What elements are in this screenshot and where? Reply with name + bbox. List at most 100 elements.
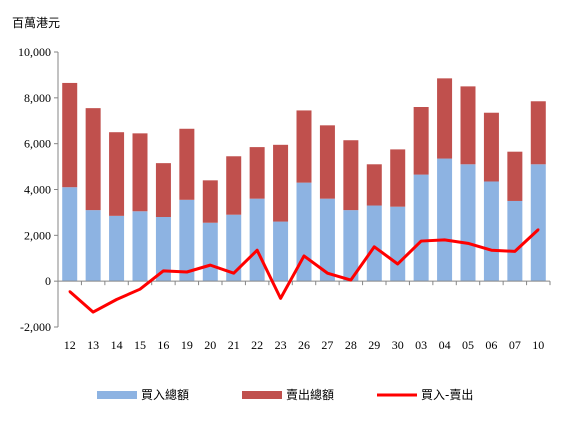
y-tick-label: 10,000 xyxy=(18,45,51,59)
x-tick-label: 19 xyxy=(181,338,193,352)
net-line-point xyxy=(279,297,282,300)
net-line-point xyxy=(138,287,142,291)
bar-sell-total xyxy=(507,151,523,201)
y-tick-labels: -2,000 0 2,000 4,000 6,000 8,000 10,000 xyxy=(18,45,51,334)
legend-label: 買入-賣出 xyxy=(421,387,473,402)
net-line-point xyxy=(209,263,212,267)
net-line-point xyxy=(349,278,353,282)
net-line-point xyxy=(490,249,493,252)
bar-buy-total xyxy=(85,210,101,282)
bar-buy-total xyxy=(366,205,382,282)
bar-sell-total xyxy=(155,163,171,217)
legend-label: 買入總額 xyxy=(141,387,189,402)
net-line-point xyxy=(302,254,306,258)
bar-buy-total xyxy=(460,164,476,282)
x-tick-label: 07 xyxy=(509,338,521,352)
bar-sell-total xyxy=(226,156,242,215)
bar-buy-total xyxy=(132,211,148,282)
x-tick-label: 23 xyxy=(275,338,287,352)
x-tick-label: 16 xyxy=(157,338,169,352)
bar-buy-total xyxy=(226,214,242,282)
bar-sell-total xyxy=(202,180,218,223)
bar-sell-total xyxy=(249,147,265,199)
bar-buy-total xyxy=(155,217,171,282)
x-tick-label: 30 xyxy=(392,338,404,352)
bar-buy-total xyxy=(296,182,312,282)
net-line-point xyxy=(115,298,118,301)
x-tick-label: 21 xyxy=(228,338,240,352)
net-line-point xyxy=(326,271,329,275)
x-tick-label: 28 xyxy=(345,338,357,352)
bar-buy-total xyxy=(179,199,195,282)
y-axis-unit-label: 百萬港元 xyxy=(12,16,60,30)
x-tick-label: 29 xyxy=(368,338,380,352)
y-tick-label: 0 xyxy=(45,274,51,288)
bar-buy-total xyxy=(202,222,218,282)
x-tick-label: 27 xyxy=(321,338,333,352)
bar-sell-total xyxy=(460,86,476,165)
legend-swatch xyxy=(242,391,282,399)
bar-buy-total xyxy=(507,200,523,282)
x-tick-labels: 12 13 14 15 16 19 20 21 22 23 26 27 28 29 30 03 04 05 06 07… xyxy=(64,338,545,352)
net-line xyxy=(68,228,540,314)
x-tick-label: 06 xyxy=(485,338,497,352)
bar-buy-total xyxy=(437,158,453,282)
bar-buy-total xyxy=(273,221,289,282)
x-tick-label: 10 xyxy=(532,338,544,352)
net-line-point xyxy=(162,269,165,273)
bar-sell-total xyxy=(483,112,499,182)
net-line-point xyxy=(396,262,399,266)
net-line-point xyxy=(91,310,95,314)
bar-sell-total xyxy=(343,140,359,211)
bar-sell-total xyxy=(530,101,546,165)
y-tick-label: -2,000 xyxy=(20,320,51,334)
axes xyxy=(54,51,551,328)
bar-buy-total xyxy=(62,187,78,282)
bar-sell-total xyxy=(62,82,78,188)
bar-sell-total xyxy=(273,144,289,222)
net-line-point xyxy=(513,250,517,253)
x-tick-label: 13 xyxy=(87,338,99,352)
net-line-point xyxy=(419,239,423,243)
bar-buy-total xyxy=(390,206,406,282)
bar-sell-total xyxy=(366,164,382,206)
bar-sell-total xyxy=(109,132,125,216)
bar-sell-total xyxy=(390,149,406,207)
legend-swatch xyxy=(97,391,137,399)
net-line-point xyxy=(443,238,446,242)
bar-sell-total xyxy=(85,108,101,211)
bar-sell-total xyxy=(437,78,453,159)
bar-buy-total xyxy=(249,198,265,282)
bar-buy-total xyxy=(109,215,125,282)
bar-sell-total xyxy=(319,125,335,199)
y-tick-label: 4,000 xyxy=(24,183,51,197)
bar-buy-total xyxy=(413,174,429,282)
x-tick-label: 12 xyxy=(64,338,76,352)
bar-buy-total xyxy=(319,198,335,282)
bar-buy-total xyxy=(483,181,499,282)
legend: 買入總額 賣出總額 買入-賣出 xyxy=(97,387,473,402)
bar-buy-total xyxy=(530,164,546,282)
x-tick-label: 05 xyxy=(462,338,474,352)
y-tick-label: 2,000 xyxy=(24,228,51,242)
bar-sell-total xyxy=(413,107,429,175)
bar-sell-total xyxy=(132,133,148,212)
net-line-point xyxy=(68,290,71,293)
net-line-point xyxy=(255,249,259,252)
x-tick-label: 26 xyxy=(298,338,310,352)
x-tick-label: 03 xyxy=(415,338,427,352)
net-line-point xyxy=(466,242,470,245)
net-line-point xyxy=(185,270,189,274)
bar-buy-total xyxy=(343,210,359,282)
x-tick-label: 22 xyxy=(251,338,263,352)
y-tick-label: 8,000 xyxy=(24,91,51,105)
net-line-point xyxy=(232,271,235,275)
x-tick-label: 04 xyxy=(439,338,451,352)
bar-sell-total xyxy=(179,128,195,200)
legend-label: 賣出總額 xyxy=(286,387,334,402)
x-tick-label: 14 xyxy=(111,338,123,352)
x-tick-label: 15 xyxy=(134,338,146,352)
x-tick-label: 20 xyxy=(204,338,216,352)
y-tick-label: 6,000 xyxy=(24,137,51,151)
